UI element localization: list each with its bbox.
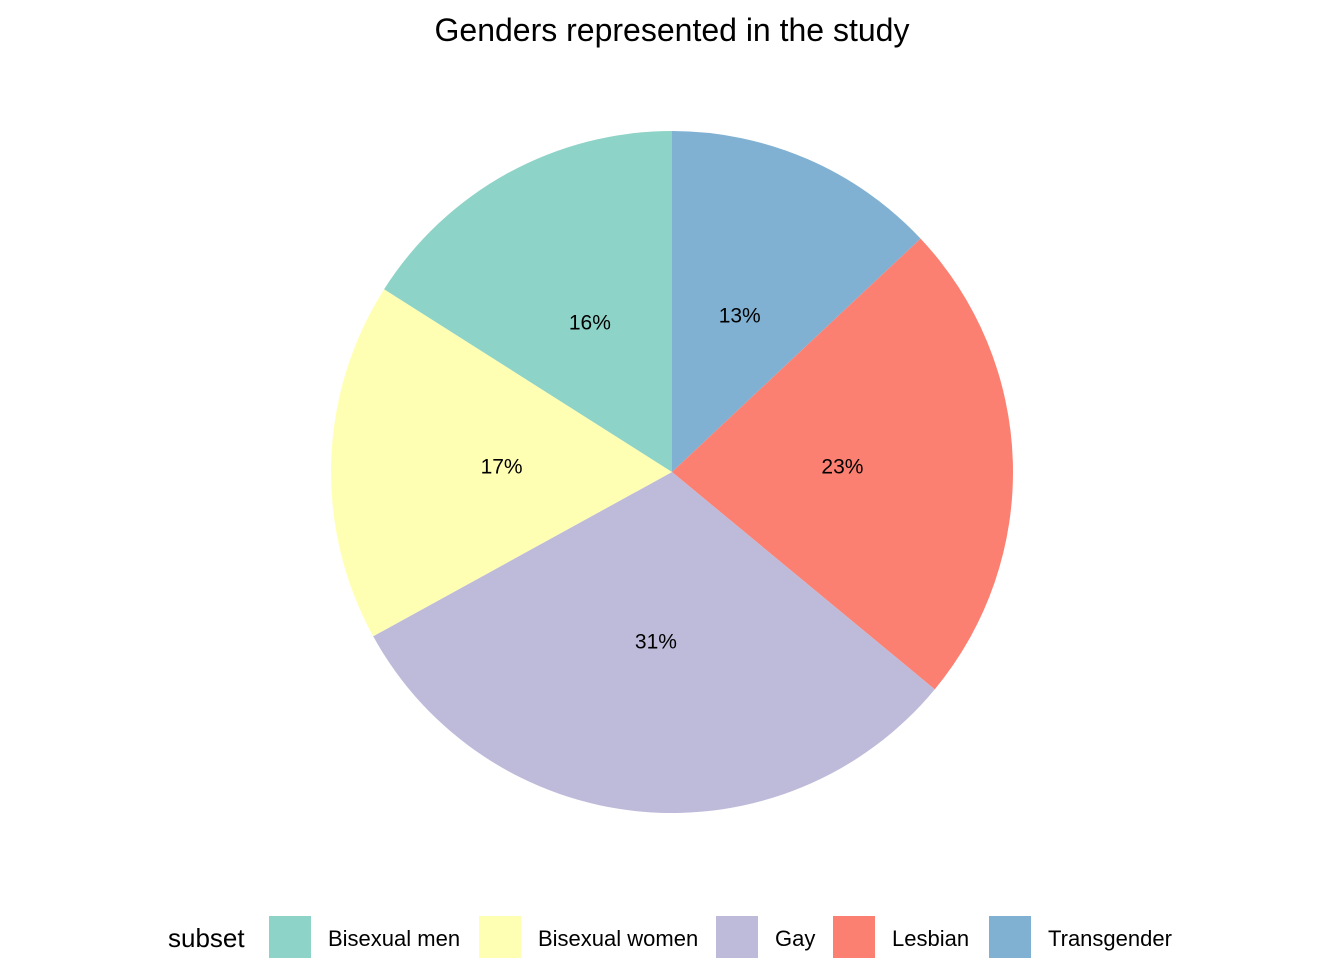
pie-slice-gay <box>373 472 935 814</box>
slice-label-bisexual-women: 17% <box>481 456 523 479</box>
pie-slice-labels: 13% 23% 31% 17% 16% <box>481 305 864 654</box>
legend-key-lesbian <box>833 916 875 958</box>
pie-slice-bisexual-women <box>330 289 672 637</box>
legend-key-transgender <box>989 916 1031 958</box>
slice-label-lesbian: 23% <box>821 456 863 479</box>
legend-label-bisexual-men: Bisexual men <box>328 926 460 951</box>
legend-key-bisexual-women <box>479 916 521 958</box>
legend-title: subset <box>168 923 245 953</box>
chart-title: Genders represented in the study <box>435 12 910 48</box>
legend: subset Bisexual men Bisexual women Gay Lesb… <box>168 916 1172 958</box>
legend-key-gay <box>716 916 758 958</box>
pie-slice-transgender <box>672 131 921 472</box>
legend-key-bisexual-men <box>269 916 311 958</box>
legend-label-bisexual-women: Bisexual women <box>538 926 698 951</box>
pie-slice-bisexual-men <box>384 131 672 472</box>
legend-label-lesbian: Lesbian <box>892 926 969 951</box>
legend-label-transgender: Transgender <box>1048 926 1172 951</box>
pie-slice-lesbian <box>672 238 1014 690</box>
legend-label-gay: Gay <box>775 926 815 951</box>
pie-slices <box>330 131 1014 814</box>
slice-label-gay: 31% <box>635 631 677 654</box>
slice-label-transgender: 13% <box>719 305 761 328</box>
slice-label-bisexual-men: 16% <box>569 312 611 335</box>
